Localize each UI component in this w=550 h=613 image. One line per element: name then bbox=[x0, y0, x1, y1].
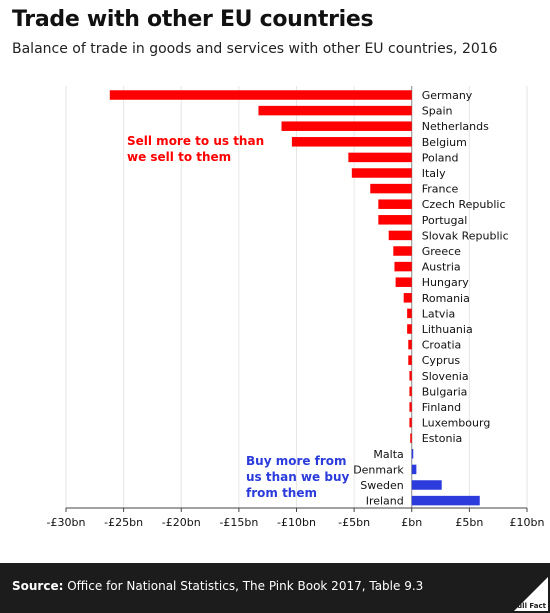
bar bbox=[109, 90, 412, 100]
bar bbox=[388, 230, 412, 241]
x-tick-label: £5bn bbox=[455, 516, 483, 529]
category-label: Slovak Republic bbox=[422, 229, 509, 242]
category-label: Belgium bbox=[422, 136, 467, 149]
category-label: Italy bbox=[422, 167, 446, 180]
bar bbox=[411, 449, 414, 459]
category-label: France bbox=[422, 183, 459, 196]
x-tick-label: -£10bn bbox=[277, 516, 316, 529]
category-label: Estonia bbox=[422, 432, 463, 445]
bar bbox=[258, 105, 412, 116]
category-label: Slovenia bbox=[422, 370, 469, 383]
bar bbox=[281, 121, 412, 131]
annotation-line: Buy more from bbox=[246, 454, 347, 468]
category-label: Malta bbox=[373, 448, 403, 461]
bar bbox=[409, 371, 412, 381]
source-text: Office for National Statistics, The Pink… bbox=[67, 579, 424, 593]
category-label: Portugal bbox=[422, 214, 468, 227]
x-tick-label: -£25bn bbox=[104, 516, 143, 529]
category-label: Croatia bbox=[422, 339, 462, 352]
bar bbox=[395, 277, 412, 287]
x-axis: -£30bn -£25bn -£20bn -£15bn -£10bn -£5bn £bn £5… bbox=[47, 507, 545, 529]
annotation-line: from them bbox=[246, 486, 317, 500]
bar bbox=[351, 168, 412, 178]
category-labels: Germany Spain Netherlands Belgium Poland Ital… bbox=[353, 89, 508, 508]
x-tick-label: -£5bn bbox=[338, 516, 370, 529]
bar bbox=[370, 183, 412, 194]
bar bbox=[408, 355, 412, 365]
category-label: Netherlands bbox=[422, 120, 489, 133]
x-tick-label: -£15bn bbox=[219, 516, 258, 529]
x-tick-label: £10bn bbox=[510, 516, 545, 529]
bar bbox=[409, 402, 412, 412]
bar bbox=[411, 464, 417, 475]
category-label: Finland bbox=[422, 401, 461, 414]
bar bbox=[378, 215, 412, 225]
annotation-line: Sell more to us than bbox=[127, 134, 264, 148]
full-fact-logo: Full Fact bbox=[513, 577, 548, 611]
source-label: Source: bbox=[12, 579, 64, 593]
category-label: Spain bbox=[422, 105, 453, 118]
category-label: Latvia bbox=[422, 307, 456, 320]
bar bbox=[410, 433, 412, 443]
category-label: Ireland bbox=[366, 495, 404, 508]
category-label: Sweden bbox=[360, 479, 403, 492]
bar bbox=[378, 199, 412, 209]
category-label: Romania bbox=[422, 292, 470, 305]
category-label: Poland bbox=[422, 151, 459, 164]
category-label: Germany bbox=[422, 89, 473, 102]
bar bbox=[403, 293, 412, 303]
category-label: Luxembourg bbox=[422, 417, 491, 430]
bars bbox=[109, 90, 480, 506]
bar bbox=[407, 308, 412, 319]
chart-title: Trade with other EU countries bbox=[12, 7, 374, 32]
bar bbox=[408, 339, 412, 350]
bar bbox=[409, 417, 412, 428]
source-note: Source: Office for National Statistics, … bbox=[12, 579, 423, 593]
bar bbox=[393, 246, 412, 256]
bar bbox=[409, 386, 412, 397]
x-tick-label: £bn bbox=[401, 516, 422, 529]
footer-bar: Source: Office for National Statistics, … bbox=[0, 563, 550, 613]
annotation-line: us than we buy bbox=[246, 470, 349, 484]
annotation-line: we sell to them bbox=[127, 150, 231, 164]
logo-text: Full Fact bbox=[513, 602, 547, 610]
category-label: Denmark bbox=[353, 463, 404, 476]
bar bbox=[411, 495, 480, 506]
bar bbox=[411, 480, 442, 490]
annotations: Sell more to us than we sell to them Buy m… bbox=[127, 134, 349, 500]
x-tick-label: -£30bn bbox=[47, 516, 86, 529]
category-label: Austria bbox=[422, 261, 461, 274]
bar bbox=[348, 152, 412, 163]
bar bbox=[394, 261, 412, 272]
bar bbox=[291, 137, 412, 147]
bar bbox=[407, 324, 412, 334]
category-label: Czech Republic bbox=[422, 198, 506, 211]
category-label: Bulgaria bbox=[422, 385, 468, 398]
category-label: Hungary bbox=[422, 276, 469, 289]
category-label: Greece bbox=[422, 245, 461, 258]
balance-of-trade-chart: Germany Spain Netherlands Belgium Poland Ital… bbox=[47, 86, 545, 529]
category-label: Cyprus bbox=[422, 354, 461, 367]
chart-subtitle: Balance of trade in goods and services w… bbox=[12, 41, 498, 57]
category-label: Lithuania bbox=[422, 323, 473, 336]
x-tick-label: -£20bn bbox=[162, 516, 201, 529]
